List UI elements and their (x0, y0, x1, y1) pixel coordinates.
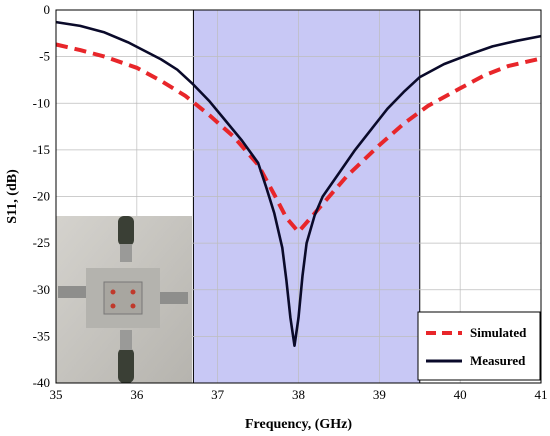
x-tick-label: 40 (454, 387, 467, 402)
y-tick-label: -15 (33, 142, 50, 157)
legend-label-simulated: Simulated (470, 325, 527, 340)
y-tick-label: -30 (33, 282, 50, 297)
connector-bottom (120, 330, 132, 350)
y-tick-label: 0 (44, 2, 51, 17)
x-tick-label: 37 (211, 387, 225, 402)
plot-frame (55, 9, 542, 384)
y-axis-label: S11, (dB) (5, 169, 20, 224)
x-tick-labels: 35 36 37 38 39 40 41 (50, 387, 548, 402)
series-measured (55, 20, 542, 347)
x-tick-label: 38 (292, 387, 305, 402)
x-tick-label: 39 (373, 387, 386, 402)
legend: Simulated Measured (417, 311, 541, 381)
x-tick-label: 41 (535, 387, 548, 402)
legend-label-measured: Measured (470, 353, 526, 368)
series-simulated (55, 42, 542, 234)
x-tick-label: 36 (130, 387, 144, 402)
connector-left (58, 286, 90, 298)
y-tick-label: -5 (39, 49, 50, 64)
cable-bottom (118, 348, 134, 383)
series-layer (55, 20, 542, 347)
y-tick-label: -40 (33, 375, 50, 390)
x-tick-label: 35 (50, 387, 63, 402)
cable-top (118, 216, 134, 246)
y-tick-label: -10 (33, 95, 50, 110)
y-tick-label: -35 (33, 328, 50, 343)
x-axis-label: Frequency, (GHz) (245, 417, 352, 432)
connector-top (120, 244, 132, 262)
inset-photo (56, 216, 192, 383)
y-tick-labels: 0 -5 -10 -15 -20 -25 -30 -35 -40 (33, 2, 50, 390)
y-tick-label: -25 (33, 235, 50, 250)
y-tick-label: -20 (33, 189, 50, 204)
legend-box (417, 311, 541, 381)
connector-right (160, 292, 188, 304)
